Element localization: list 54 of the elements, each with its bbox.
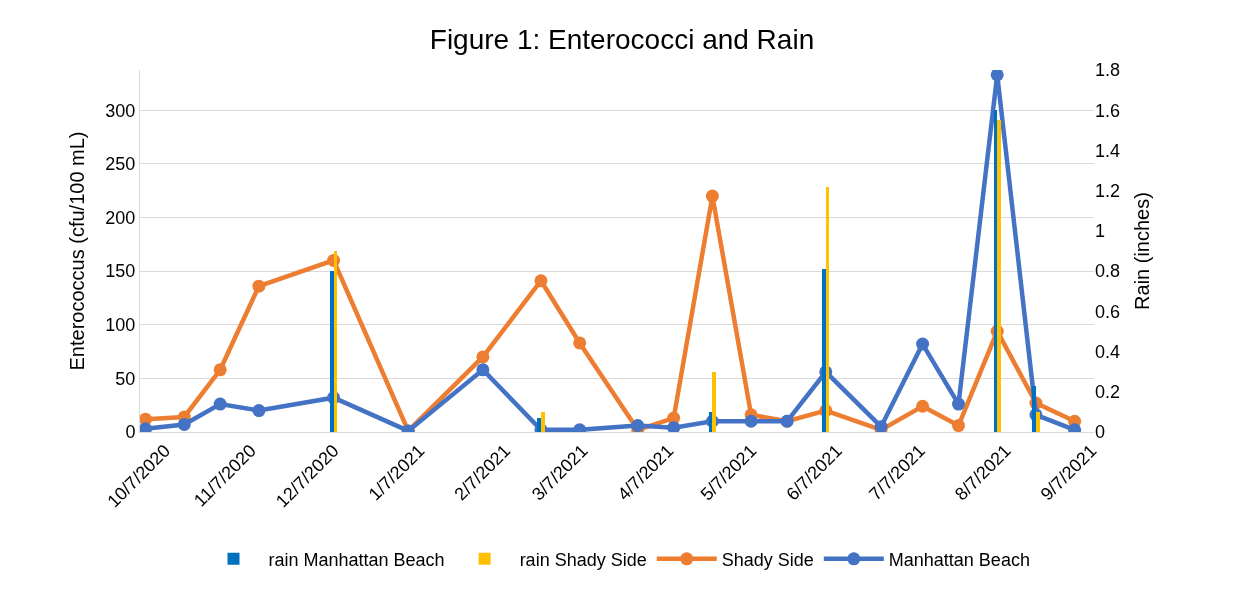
y2-tick-label: 1.6 <box>1095 100 1121 121</box>
y-axis-title: Enterococcus (cfu/100 mL) <box>65 131 88 371</box>
point <box>252 279 266 293</box>
y2-tick-label: 1.4 <box>1095 140 1121 161</box>
point <box>534 274 548 288</box>
y2-tick-label: 1.2 <box>1095 180 1121 201</box>
y2-tick-label: 0.8 <box>1095 261 1121 282</box>
point <box>744 414 758 428</box>
point <box>631 419 645 432</box>
point <box>705 189 719 203</box>
y-tick-label: 200 <box>105 207 136 228</box>
legend-label: Shady Side <box>721 549 814 570</box>
point <box>952 397 965 411</box>
point <box>916 337 930 351</box>
point <box>252 404 266 418</box>
bar <box>541 412 545 432</box>
bar <box>994 110 997 432</box>
point <box>177 417 191 431</box>
bar <box>709 412 712 432</box>
y-tick-label: 300 <box>105 100 136 121</box>
y-tick-label: 250 <box>105 154 136 175</box>
bar <box>537 418 541 432</box>
point <box>916 399 930 413</box>
point <box>667 421 681 432</box>
y2-tick-label: 0.2 <box>1095 382 1121 403</box>
y-tick-label: 0 <box>125 422 136 443</box>
bar <box>822 269 826 432</box>
y-tick-label: 50 <box>115 368 136 389</box>
bar <box>1036 412 1040 432</box>
y2-axis-title: Rain (inches) <box>1130 192 1153 310</box>
bar <box>712 372 716 432</box>
y2-tick-label: 1.8 <box>1095 60 1121 81</box>
y2-tick-label: 1 <box>1095 221 1106 242</box>
legend-label: Manhattan Beach <box>888 549 1030 570</box>
bar <box>330 271 334 432</box>
point <box>213 397 227 411</box>
point <box>990 70 1004 82</box>
bar <box>826 187 829 432</box>
y2-tick-label: 0.4 <box>1095 341 1121 362</box>
point <box>213 363 227 377</box>
y2-tick-label: 0.6 <box>1095 301 1121 322</box>
legend-label: rain Manhattan Beach <box>268 549 445 570</box>
point <box>952 419 965 432</box>
bar <box>334 251 337 432</box>
y-tick-label: 100 <box>105 315 136 336</box>
point <box>476 363 490 377</box>
y2-tick-label: 0 <box>1095 422 1106 443</box>
bar <box>997 120 1001 432</box>
y-tick-label: 150 <box>105 261 136 282</box>
point <box>573 336 587 350</box>
point <box>476 350 490 364</box>
chart-title: Figure 1: Enterococci and Rain <box>429 24 815 56</box>
legend-label: rain Shady Side <box>519 549 647 570</box>
bar <box>1032 386 1036 432</box>
